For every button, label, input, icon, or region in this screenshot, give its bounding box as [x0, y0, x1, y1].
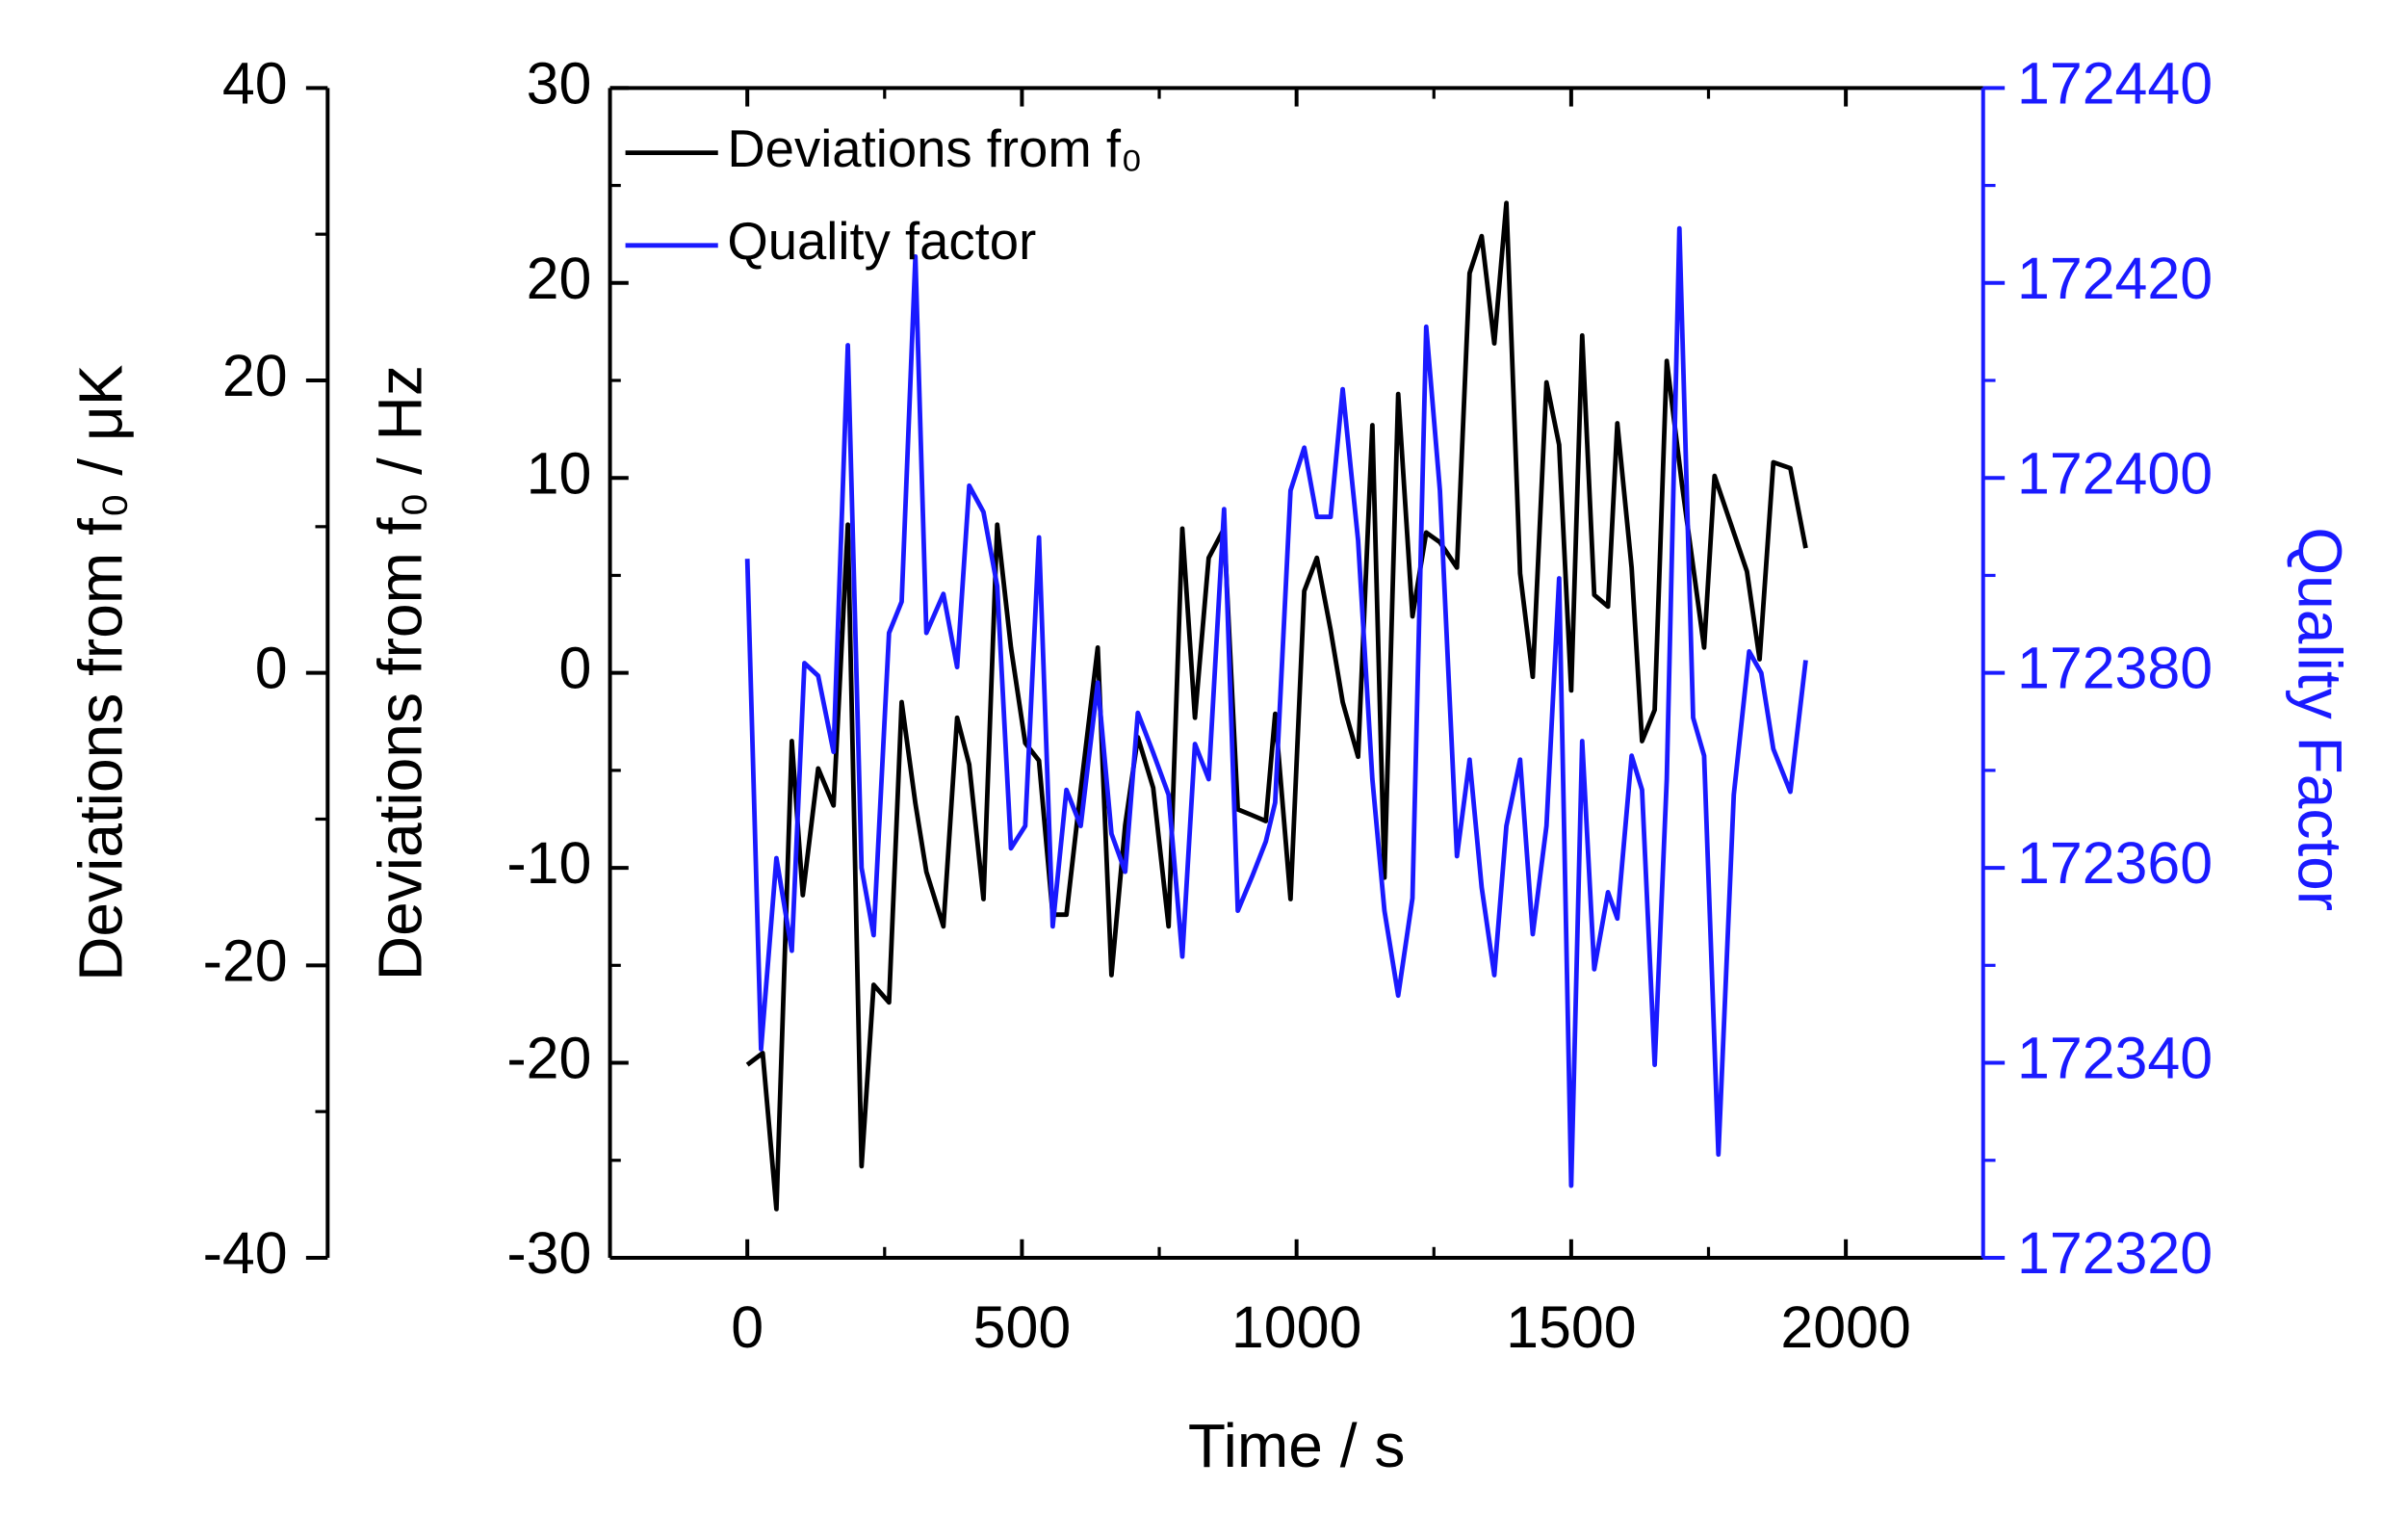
y-axis-title: Deviations from f₀ / Hz: [365, 365, 434, 980]
y-tick-label: -20: [506, 1026, 591, 1091]
y3-tick-label: 20: [222, 343, 288, 408]
legend-label: Quality factor: [727, 212, 1036, 271]
y2-tick-label: 172360: [2017, 830, 2213, 896]
y-tick-label: 30: [527, 50, 592, 116]
y2-tick-label: 172440: [2017, 50, 2213, 116]
y-tick-label: -30: [506, 1220, 591, 1286]
y2-tick-label: 172320: [2017, 1220, 2213, 1286]
y-tick-label: 20: [527, 246, 592, 311]
y2-tick-label: 172420: [2017, 246, 2213, 311]
y-tick-label: -10: [506, 830, 591, 896]
series-line: [744, 225, 1808, 1188]
y2-tick-label: 172380: [2017, 636, 2213, 701]
x-tick-label: 0: [731, 1294, 764, 1360]
y3-tick-label: 0: [255, 636, 288, 701]
y2-tick-label: 172400: [2017, 440, 2213, 506]
y2-tick-label: 172340: [2017, 1026, 2213, 1091]
x-axis-title: Time / s: [1188, 1411, 1405, 1480]
x-tick-label: 2000: [1780, 1294, 1910, 1360]
y2-axis-title: Quality Factor: [2285, 527, 2354, 911]
y-tick-label: 0: [558, 636, 591, 701]
legend-label: Deviations from f₀: [727, 119, 1142, 178]
x-tick-label: 1000: [1231, 1294, 1361, 1360]
x-tick-label: 1500: [1506, 1294, 1636, 1360]
y-tick-label: 10: [527, 440, 592, 506]
y3-tick-label: -20: [203, 927, 288, 993]
series-line: [745, 200, 1808, 1212]
x-tick-label: 500: [973, 1294, 1072, 1360]
y3-axis-title: Deviations from f₀ / μK: [65, 364, 135, 981]
y3-tick-label: -40: [203, 1220, 288, 1286]
y3-tick-label: 40: [222, 50, 288, 116]
